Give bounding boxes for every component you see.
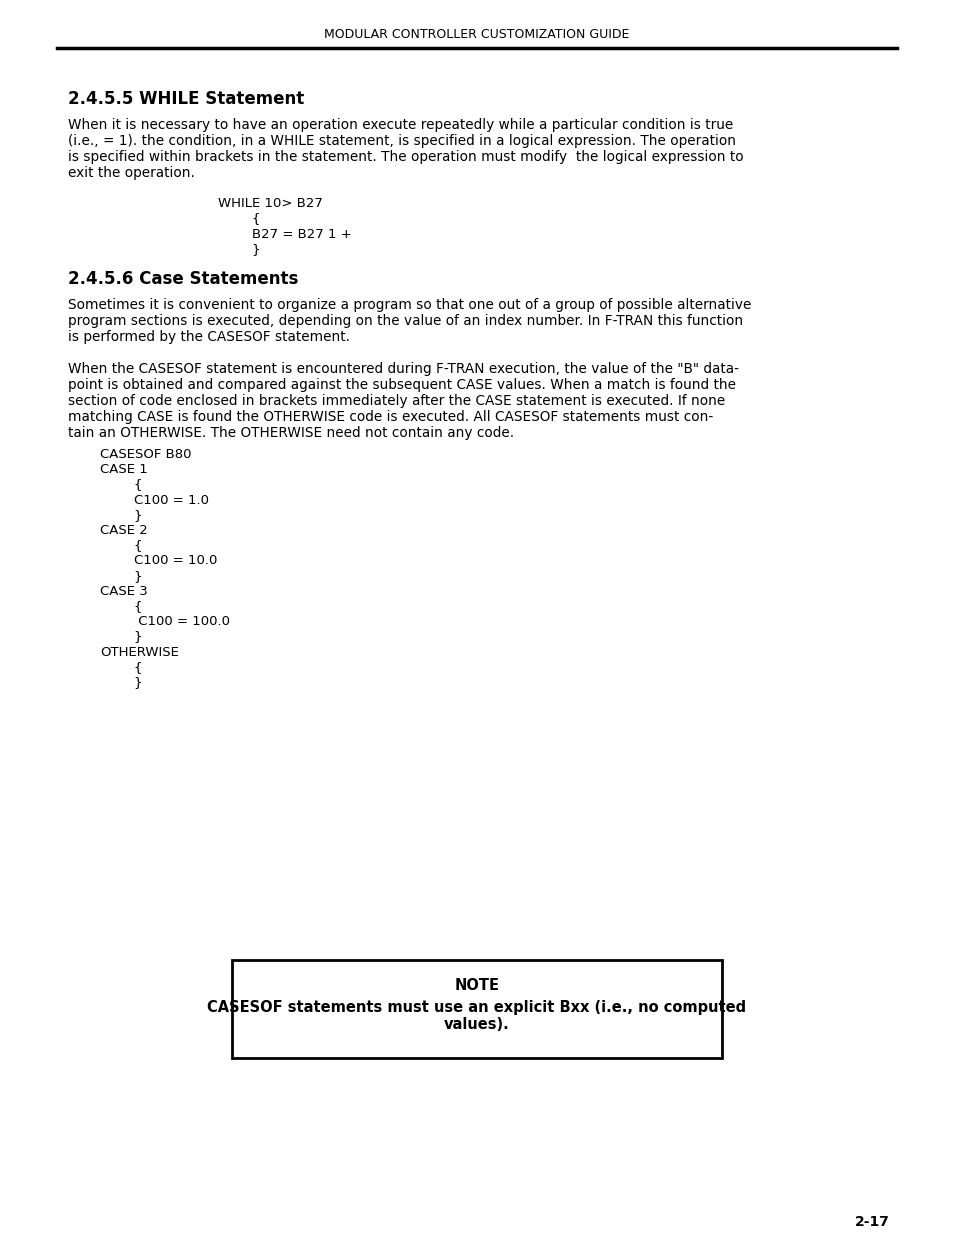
Text: When it is necessary to have an operation execute repeatedly while a particular : When it is necessary to have an operatio… [68, 119, 733, 132]
Text: }: } [100, 569, 142, 583]
Text: {: { [218, 212, 260, 226]
Text: C100 = 1.0: C100 = 1.0 [100, 494, 209, 506]
Text: C100 = 10.0: C100 = 10.0 [100, 555, 217, 567]
Text: CASESOF statements must use an explicit Bxx (i.e., no computed: CASESOF statements must use an explicit … [207, 1000, 746, 1015]
Text: program sections is executed, depending on the value of an index number. In F-TR: program sections is executed, depending … [68, 314, 742, 329]
Text: tain an OTHERWISE. The OTHERWISE need not contain any code.: tain an OTHERWISE. The OTHERWISE need no… [68, 426, 514, 440]
Text: WHILE 10> B27: WHILE 10> B27 [218, 198, 322, 210]
Text: CASESOF B80: CASESOF B80 [100, 448, 192, 461]
Text: }: } [218, 243, 260, 257]
Text: }: } [100, 630, 142, 643]
Text: is specified within brackets in the statement. The operation must modify  the lo: is specified within brackets in the stat… [68, 149, 742, 164]
Bar [232, 960, 721, 1058]
Text: {: { [100, 661, 142, 674]
Text: When the CASESOF statement is encountered during F-TRAN execution, the value of : When the CASESOF statement is encountere… [68, 362, 739, 375]
Text: matching CASE is found the OTHERWISE code is executed. All CASESOF statements mu: matching CASE is found the OTHERWISE cod… [68, 410, 713, 424]
Text: NOTE: NOTE [454, 978, 499, 993]
Text: B27 = B27 1 +: B27 = B27 1 + [218, 228, 352, 241]
Text: Sometimes it is convenient to organize a program so that one out of a group of p: Sometimes it is convenient to organize a… [68, 298, 751, 312]
Text: (i.e., = 1). the condition, in a WHILE statement, is specified in a logical expr: (i.e., = 1). the condition, in a WHILE s… [68, 135, 735, 148]
Text: MODULAR CONTROLLER CUSTOMIZATION GUIDE: MODULAR CONTROLLER CUSTOMIZATION GUIDE [324, 27, 629, 41]
Text: C100 = 100.0: C100 = 100.0 [100, 615, 230, 629]
Text: 2.4.5.6 Case Statements: 2.4.5.6 Case Statements [68, 270, 298, 288]
Text: is performed by the CASESOF statement.: is performed by the CASESOF statement. [68, 330, 350, 345]
Text: CASE 1: CASE 1 [100, 463, 148, 477]
Text: {: { [100, 478, 142, 492]
Text: values).: values). [444, 1016, 509, 1032]
Text: }: } [100, 676, 142, 689]
Text: 2.4.5.5 WHILE Statement: 2.4.5.5 WHILE Statement [68, 90, 304, 107]
Text: {: { [100, 540, 142, 552]
Text: CASE 2: CASE 2 [100, 524, 148, 537]
Text: section of code enclosed in brackets immediately after the CASE statement is exe: section of code enclosed in brackets imm… [68, 394, 724, 408]
Text: exit the operation.: exit the operation. [68, 165, 194, 180]
Text: OTHERWISE: OTHERWISE [100, 646, 179, 658]
Text: point is obtained and compared against the subsequent CASE values. When a match : point is obtained and compared against t… [68, 378, 735, 391]
Text: {: { [100, 600, 142, 613]
Text: CASE 3: CASE 3 [100, 585, 148, 598]
Text: 2-17: 2-17 [854, 1215, 889, 1229]
Text: }: } [100, 509, 142, 522]
